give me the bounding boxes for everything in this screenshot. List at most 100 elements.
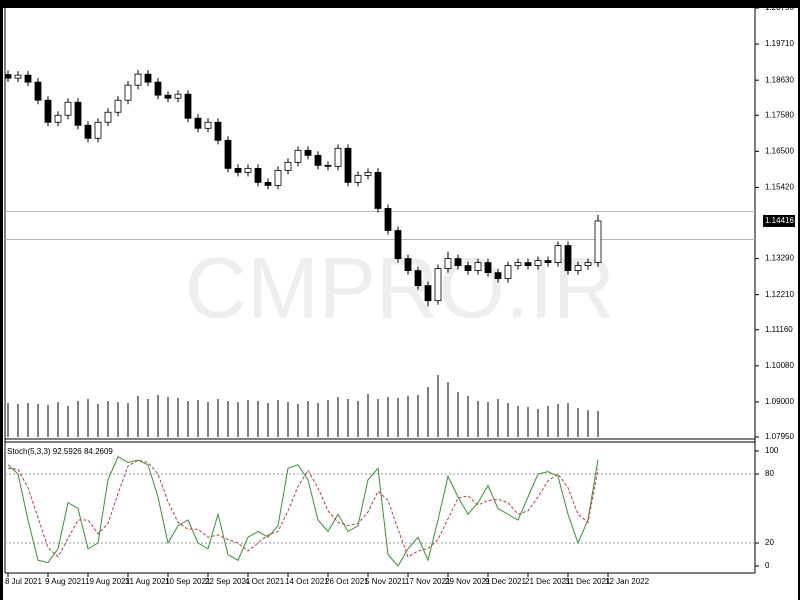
y-tick-label: 1.18630: [765, 75, 794, 84]
candle-body: [64, 101, 72, 116]
candle-body: [4, 74, 12, 79]
candle-body: [224, 139, 232, 169]
candle-body: [424, 285, 432, 302]
candle-body: [14, 74, 22, 79]
candle-body: [144, 73, 152, 83]
candle-body: [94, 121, 102, 139]
x-tick-label: 21 Dec 2021: [525, 577, 571, 586]
y-tick-label: 80: [765, 469, 774, 478]
y-tick-label: 100: [765, 446, 779, 455]
candle-body: [154, 81, 162, 96]
y-tick-label: 1.19710: [765, 39, 794, 48]
candle-body: [384, 208, 392, 231]
candle-body: [394, 230, 402, 259]
y-tick-label: 1.09000: [765, 397, 794, 406]
indicator-title: Stoch(5,3,3) 92.5926 84.2609: [7, 447, 113, 456]
candle-body: [524, 262, 532, 267]
candle-body: [134, 73, 142, 86]
candle-body: [274, 169, 282, 186]
candle-body: [54, 114, 62, 123]
candle-body: [554, 245, 562, 263]
candle-body: [574, 265, 582, 272]
candle-body: [104, 111, 112, 123]
y-tick-label: 1.20790: [765, 3, 794, 12]
y-tick-label: 1.11160: [765, 325, 793, 334]
candle-body: [314, 154, 322, 166]
candle-body: [594, 220, 602, 263]
y-tick-label: 1.16500: [765, 146, 794, 155]
x-tick-label: 8 Jul 2021: [5, 577, 42, 586]
x-tick-label: 10 Sep 2021: [165, 577, 211, 586]
candle-body: [34, 81, 42, 101]
candle-body: [354, 174, 362, 183]
x-tick-label: 4 Oct 2021: [245, 577, 285, 586]
candle-body: [564, 245, 572, 272]
y-tick-label: 1.12210: [765, 290, 794, 299]
y-tick-label: 1.10080: [765, 361, 794, 370]
x-tick-label: 9 Dec 2021: [485, 577, 526, 586]
candle-body: [74, 101, 82, 126]
candle-body: [584, 262, 592, 267]
candle-body: [364, 171, 372, 176]
candle-body: [444, 258, 452, 270]
y-tick-label: 1.15420: [765, 183, 794, 192]
candle-body: [284, 161, 292, 171]
candle-body: [24, 74, 32, 83]
candle-body: [374, 171, 382, 209]
candle-body: [174, 93, 182, 99]
x-tick-label: 19 Aug 2021: [85, 577, 130, 586]
candle-body: [194, 117, 202, 129]
candle-body: [244, 167, 252, 173]
candle-body: [114, 99, 122, 113]
current-price-label: 1.14416: [765, 216, 794, 225]
y-tick-label: 1.13290: [765, 254, 794, 263]
candle-body: [164, 94, 172, 99]
indicator-line: [7, 456, 599, 567]
x-tick-label: 5 Nov 2021: [365, 577, 406, 586]
x-tick-label: 12 Jan 2022: [605, 577, 650, 586]
x-tick-label: 9 Aug 2021: [45, 577, 86, 586]
candle-body: [264, 182, 272, 186]
x-tick-label: 31 Aug 2021: [125, 577, 170, 586]
candle-body: [344, 147, 352, 183]
candle-body: [234, 167, 242, 173]
current-price-box: [763, 214, 795, 227]
y-tick-label: 1.17580: [765, 110, 794, 119]
candle-body: [484, 262, 492, 274]
candle-body: [474, 262, 482, 272]
candle-body: [254, 167, 262, 183]
candle-body: [294, 149, 302, 163]
candle-body: [304, 149, 312, 156]
candle-body: [334, 147, 342, 167]
candle-body: [434, 268, 442, 302]
candle-body: [504, 265, 512, 280]
x-tick-label: 22 Sep 2021: [205, 577, 251, 586]
x-tick-label: 17 Nov 2021: [405, 577, 451, 586]
x-tick-label: 26 Oct 2021: [325, 577, 369, 586]
x-tick-label: 31 Dec 2021: [565, 577, 611, 586]
candle-body: [404, 258, 412, 272]
candle-body: [544, 260, 552, 263]
chart-background: [3, 8, 798, 600]
y-tick-label: 0: [765, 561, 770, 570]
candle-body: [84, 124, 92, 139]
candle-body: [324, 164, 332, 167]
candle-body: [44, 99, 52, 123]
x-tick-label: 14 Oct 2021: [285, 577, 329, 586]
candle-body: [494, 272, 502, 280]
candle-body: [464, 265, 472, 272]
y-tick-label: 1.07950: [765, 432, 794, 441]
candle-body: [184, 93, 192, 119]
candle-body: [414, 270, 422, 287]
candle-body: [454, 258, 462, 267]
candle-body: [534, 260, 542, 267]
candle-body: [204, 121, 212, 129]
y-tick-label: 20: [765, 538, 774, 547]
candle-body: [124, 84, 132, 101]
indicator-line: [7, 459, 599, 558]
x-tick-label: 29 Nov 2021: [445, 577, 491, 586]
candle-body: [214, 121, 222, 141]
candle-body: [514, 262, 522, 267]
